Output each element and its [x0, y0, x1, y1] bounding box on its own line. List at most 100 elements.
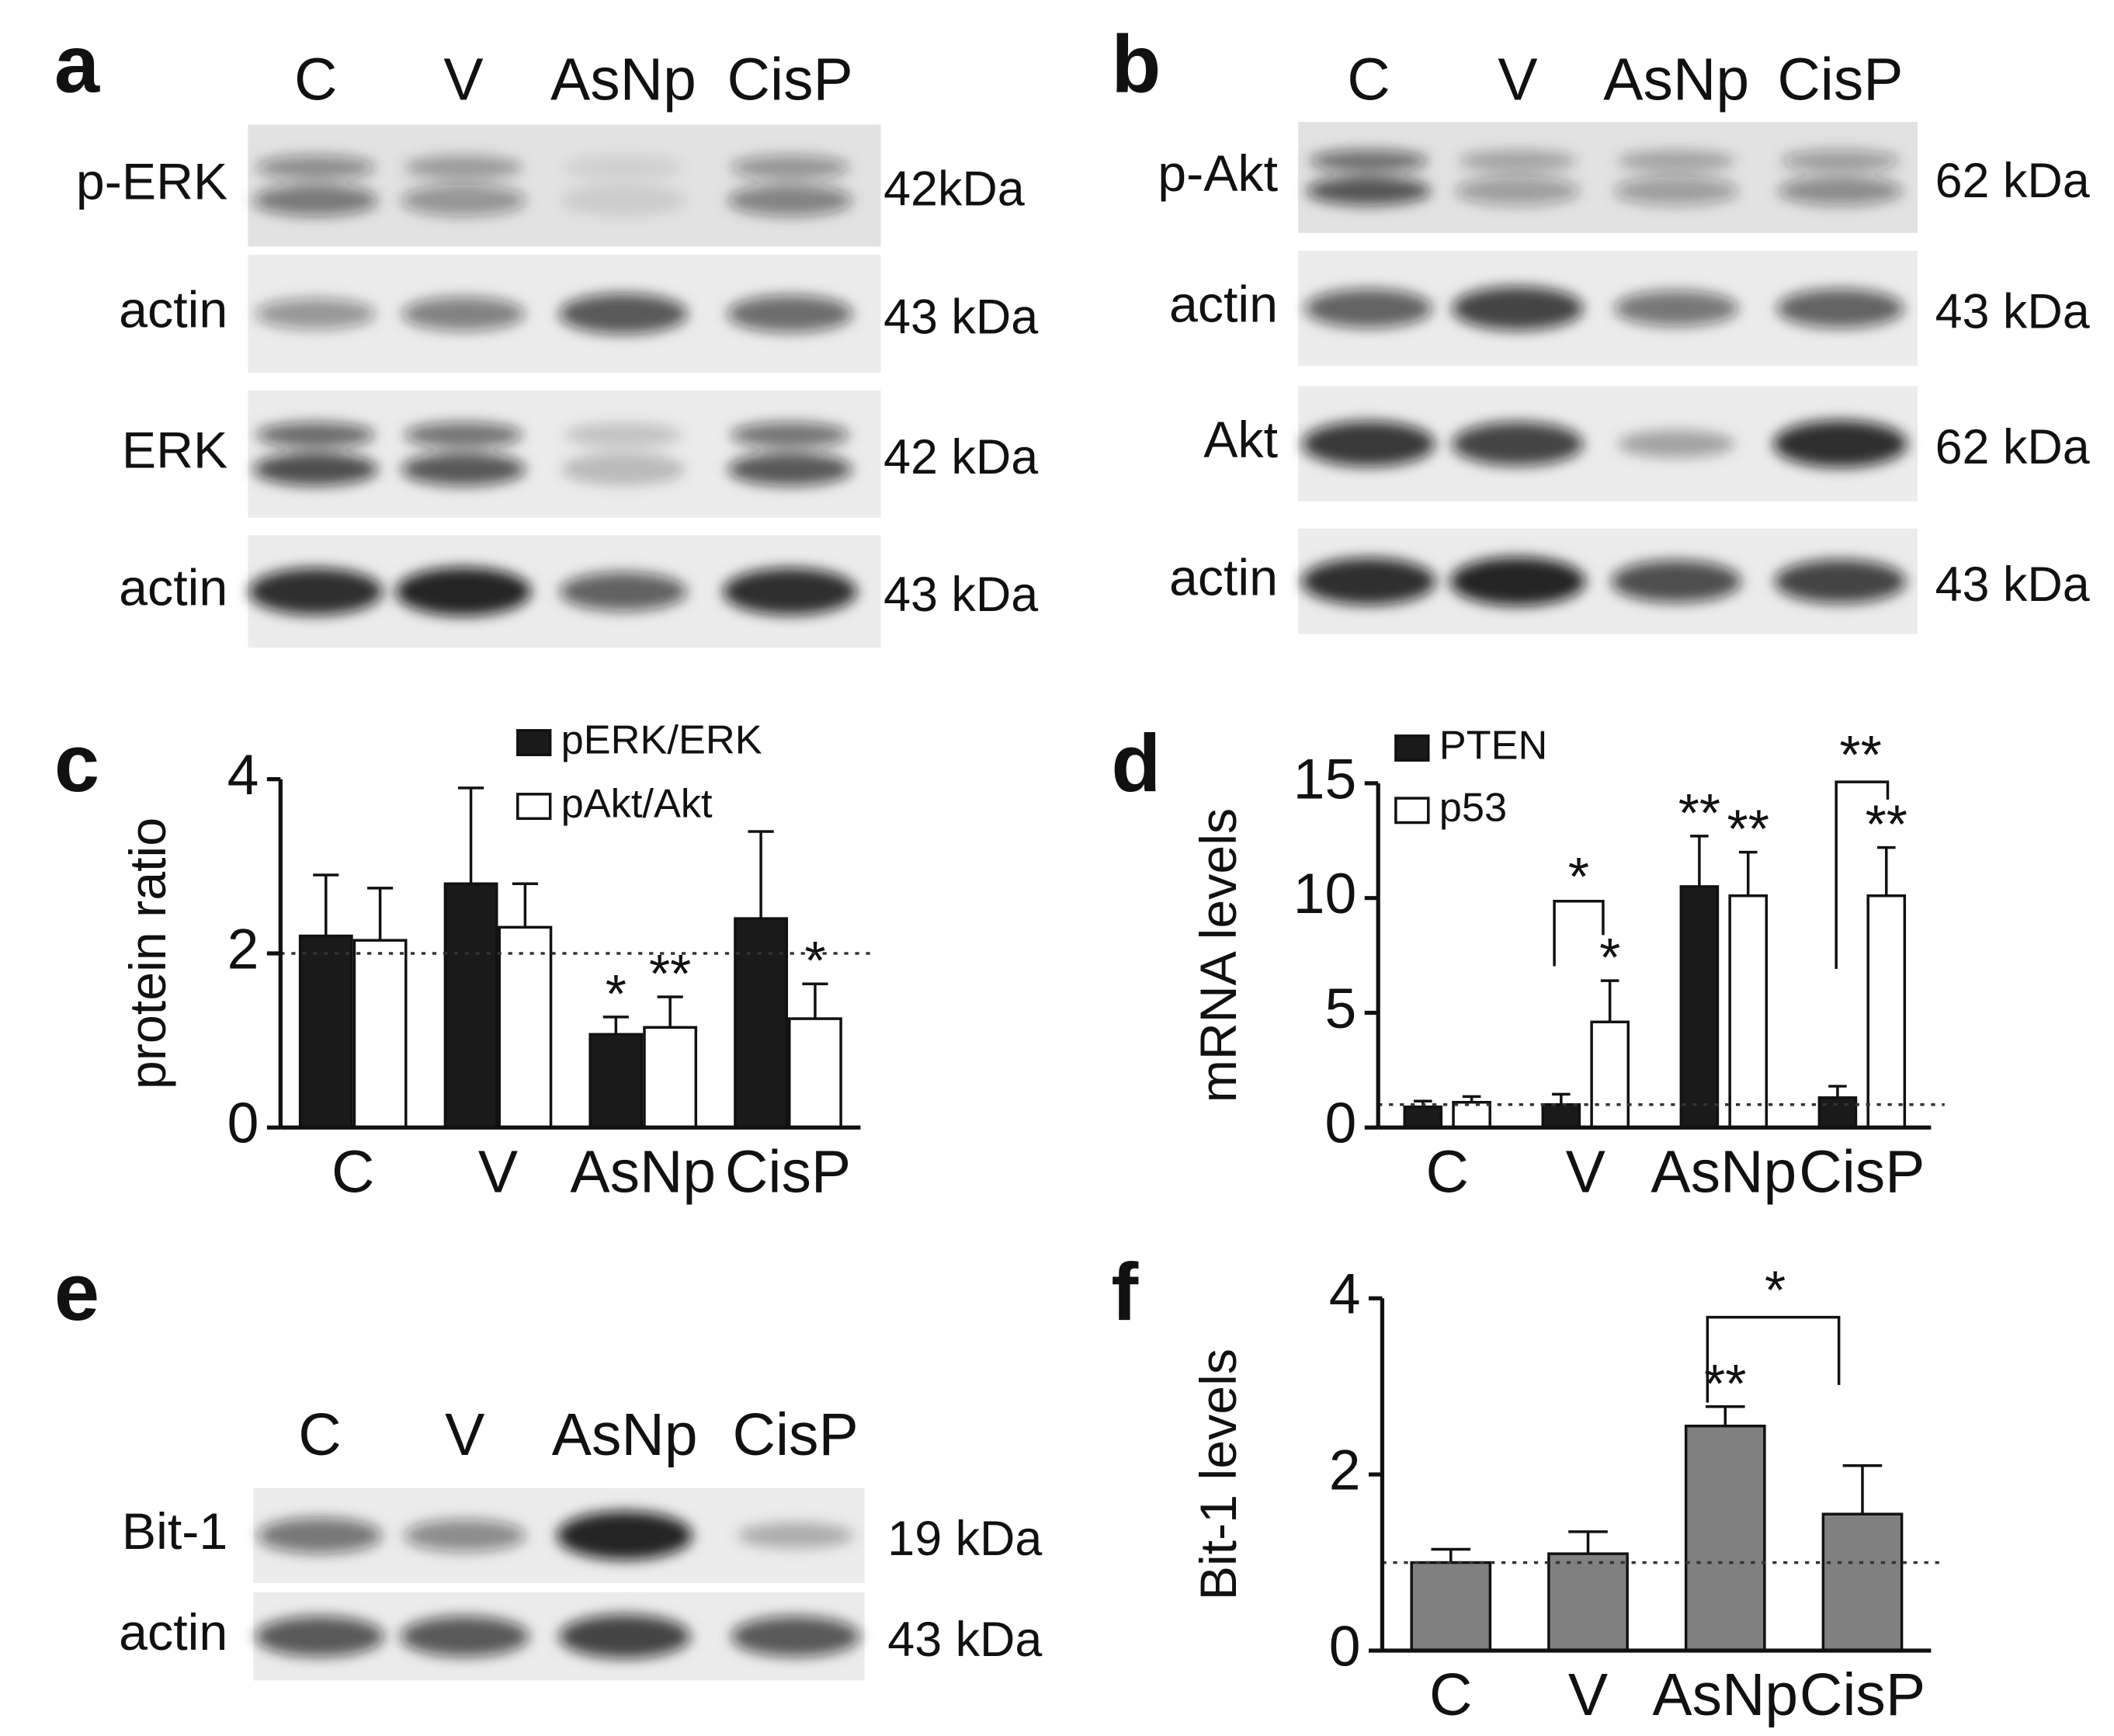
- x-tick-label: CisP: [1800, 1661, 1925, 1728]
- legend-label: PTEN: [1439, 723, 1548, 768]
- band: [723, 568, 858, 616]
- bar: [734, 917, 789, 1130]
- x-tick-label: V: [1566, 1138, 1605, 1205]
- legend-swatch: [516, 793, 552, 821]
- blot-bands: [1306, 149, 1903, 206]
- kda-label: 42kDa: [883, 161, 1025, 216]
- band: [559, 1614, 691, 1658]
- x-tick-label: AsNp: [1651, 1138, 1796, 1205]
- y-tick-label: 4: [1329, 1262, 1361, 1326]
- band: [1611, 560, 1741, 603]
- band: [1452, 286, 1584, 331]
- bar: [1866, 894, 1907, 1130]
- band: [404, 1519, 526, 1552]
- lane-label: CisP: [727, 47, 853, 113]
- band: [1304, 288, 1433, 328]
- band: [255, 1616, 384, 1657]
- band: [1616, 149, 1737, 172]
- band: [255, 422, 376, 448]
- lane-label: C: [1347, 47, 1390, 113]
- lane-label: AsNp: [1603, 47, 1749, 113]
- bar: [443, 882, 498, 1130]
- band: [1452, 422, 1584, 466]
- band: [401, 453, 526, 486]
- band: [727, 453, 852, 486]
- lane-label: CisP: [733, 1401, 859, 1468]
- x-tick-label: V: [478, 1138, 518, 1205]
- band: [564, 155, 683, 180]
- band: [400, 1616, 529, 1657]
- band: [253, 184, 378, 217]
- kda-label: 62 kDa: [1935, 420, 2090, 474]
- band: [561, 184, 686, 217]
- band: [730, 155, 850, 180]
- bracket: [1706, 1315, 1841, 1403]
- band: [257, 1517, 383, 1554]
- kda-label: 62 kDa: [1935, 154, 2090, 208]
- band: [730, 422, 850, 448]
- bracket: [1835, 780, 1890, 970]
- row-label: Akt: [1203, 411, 1278, 469]
- bar: [1590, 1020, 1630, 1130]
- legend-swatch: [516, 729, 552, 756]
- bar: [1410, 1561, 1492, 1652]
- kda-label: 43 kDa: [883, 290, 1038, 344]
- bar: [1403, 1105, 1443, 1130]
- bar: [1728, 894, 1769, 1130]
- bar: [1821, 1512, 1904, 1652]
- band: [1449, 557, 1586, 606]
- kda-label: 43 kDa: [1935, 284, 2090, 339]
- bar: [1684, 1424, 1766, 1652]
- y-tick-label: 15: [1293, 747, 1357, 811]
- band: [559, 293, 688, 335]
- kda-label: 42 kDa: [883, 430, 1038, 484]
- legend-label: pERK/ERK: [561, 717, 762, 762]
- x-tick-label: AsNp: [570, 1138, 716, 1205]
- band: [1776, 288, 1904, 328]
- blot-bands: [253, 422, 852, 486]
- band: [1455, 176, 1581, 206]
- x-tick-label: V: [1568, 1661, 1608, 1728]
- kda-label: 19 kDa: [887, 1512, 1042, 1566]
- bar: [1541, 1102, 1581, 1130]
- band: [248, 568, 384, 616]
- blot-strip: [1298, 122, 1918, 234]
- y-tick-label: 0: [227, 1092, 259, 1155]
- lane-label: AsNp: [550, 47, 696, 113]
- panel-letter: c: [54, 718, 99, 809]
- x-tick-label: CisP: [725, 1138, 851, 1205]
- band: [1774, 559, 1907, 604]
- bracket-label: *: [1765, 1259, 1786, 1320]
- bar: [588, 1033, 644, 1130]
- significance: *: [606, 963, 627, 1024]
- blot-bands: [248, 567, 858, 616]
- band: [1617, 429, 1736, 458]
- significance: *: [804, 930, 825, 991]
- bracket-label: **: [1839, 724, 1881, 785]
- band: [404, 422, 523, 448]
- y-axis-label: Bit-1 levels: [1190, 1349, 1248, 1600]
- row-label: actin: [1169, 276, 1278, 334]
- significance: **: [1866, 794, 1907, 855]
- blot-bands: [1304, 286, 1904, 331]
- band: [737, 1522, 854, 1549]
- band: [1780, 149, 1901, 172]
- row-label: ERK: [122, 422, 227, 479]
- blot-bands: [255, 293, 853, 335]
- row-label: actin: [119, 1604, 227, 1661]
- band: [1458, 149, 1578, 172]
- y-tick-label: 2: [1329, 1438, 1361, 1502]
- band: [559, 571, 687, 612]
- row-label: Bit-1: [122, 1503, 227, 1561]
- panel-letter: b: [1111, 19, 1161, 109]
- y-tick-label: 10: [1293, 862, 1357, 925]
- band: [404, 155, 523, 180]
- x-tick-label: C: [1429, 1661, 1472, 1728]
- band: [561, 453, 686, 486]
- lane-label: C: [294, 47, 337, 113]
- bar: [643, 1026, 698, 1130]
- band: [255, 155, 376, 180]
- band: [1301, 557, 1436, 606]
- legend-label: pAkt/Akt: [561, 781, 713, 826]
